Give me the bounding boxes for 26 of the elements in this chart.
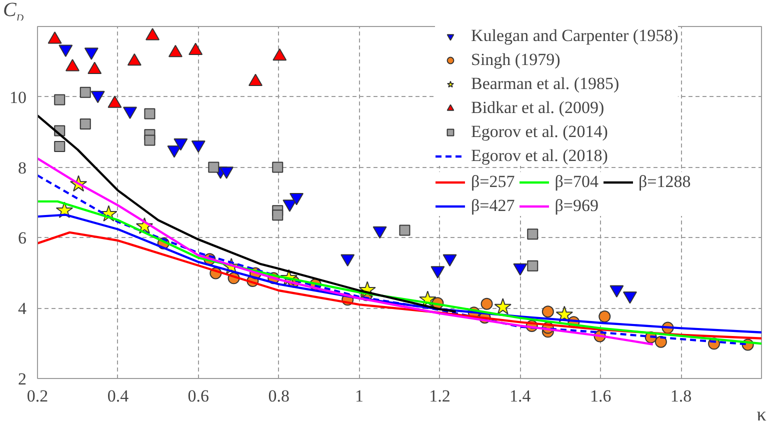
y-tick-label: 10: [10, 88, 26, 107]
legend-label: Singh (1979): [471, 50, 560, 70]
x-tick-label: 1.8: [670, 386, 692, 406]
y-tick-label: 6: [18, 228, 26, 248]
x-tick-label: 1: [355, 386, 364, 406]
x-tick-label: 0.8: [268, 386, 290, 406]
x-tick-label: 0.4: [107, 386, 130, 406]
y-tick-label: 8: [18, 158, 26, 178]
legend-label: Egorov et al. (2018): [471, 146, 608, 166]
legend-label: β=427: [471, 196, 515, 216]
x-tick-label: 1.4: [510, 386, 532, 406]
legend-label: β=704: [554, 172, 598, 192]
x-axis-title: κ: [756, 404, 767, 426]
legend-label: β=257: [471, 172, 515, 192]
legend-label: Bidkar et al. (2009): [471, 98, 604, 118]
legend-label: β=969: [554, 196, 598, 216]
y-tick-label: 4: [18, 299, 27, 318]
legend-label: Kulegan and Carpenter (1958): [471, 26, 678, 46]
legend-label: β=1288: [638, 172, 691, 192]
x-tick-label: 1.6: [590, 386, 612, 406]
x-tick-label: 0.2: [26, 386, 48, 406]
legend-label: Bearman et al. (1985): [471, 74, 620, 94]
x-tick-label: 1.2: [429, 386, 450, 406]
x-tick-label: 0.6: [188, 386, 210, 406]
y-tick-label: 2: [18, 370, 26, 388]
legend-label: Egorov et al. (2014): [471, 122, 608, 142]
